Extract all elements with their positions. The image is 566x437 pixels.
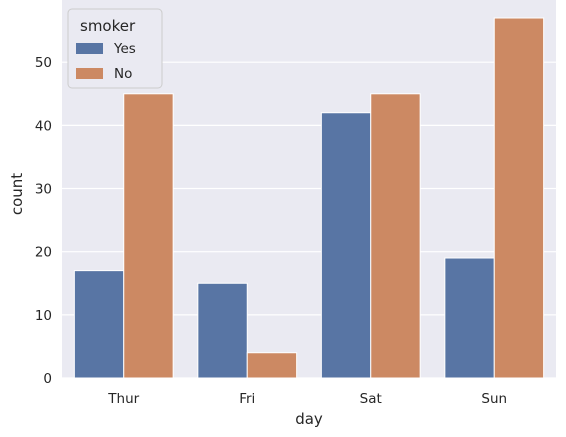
bar-no-sun — [493, 17, 545, 379]
bars — [73, 17, 545, 379]
legend-label-no: No — [114, 66, 132, 82]
y-tick-labels: 0 10 20 30 40 50 — [35, 55, 52, 387]
bar-no-sat — [370, 93, 421, 379]
y-tick-label: 10 — [35, 308, 52, 324]
legend-label-yes: Yes — [113, 41, 136, 57]
bar-yes-thur — [73, 270, 125, 379]
bar-yes-fri — [197, 282, 248, 379]
x-tick-label: Fri — [239, 391, 255, 407]
x-tick-label: Sat — [360, 391, 382, 407]
bar-yes-sat — [320, 112, 372, 379]
x-tick-label: Sun — [481, 391, 507, 407]
x-axis-label: day — [295, 410, 323, 428]
y-tick-label: 30 — [35, 182, 52, 198]
x-tick-label: Thur — [107, 391, 139, 407]
legend: smoker Yes No — [67, 8, 163, 89]
legend-swatch-no — [76, 68, 103, 79]
y-axis-label: count — [8, 173, 26, 215]
y-tick-label: 0 — [43, 371, 52, 387]
bar-no-fri — [246, 352, 298, 379]
y-tick-label: 20 — [35, 245, 52, 261]
legend-swatch-yes — [76, 43, 103, 54]
x-tick-labels: Thur Fri Sat Sun — [107, 391, 507, 407]
legend-title: smoker — [80, 17, 136, 35]
y-tick-label: 40 — [35, 118, 52, 134]
bar-no-thur — [123, 93, 174, 379]
y-tick-label: 50 — [35, 55, 52, 71]
bar-yes-sun — [444, 257, 495, 379]
